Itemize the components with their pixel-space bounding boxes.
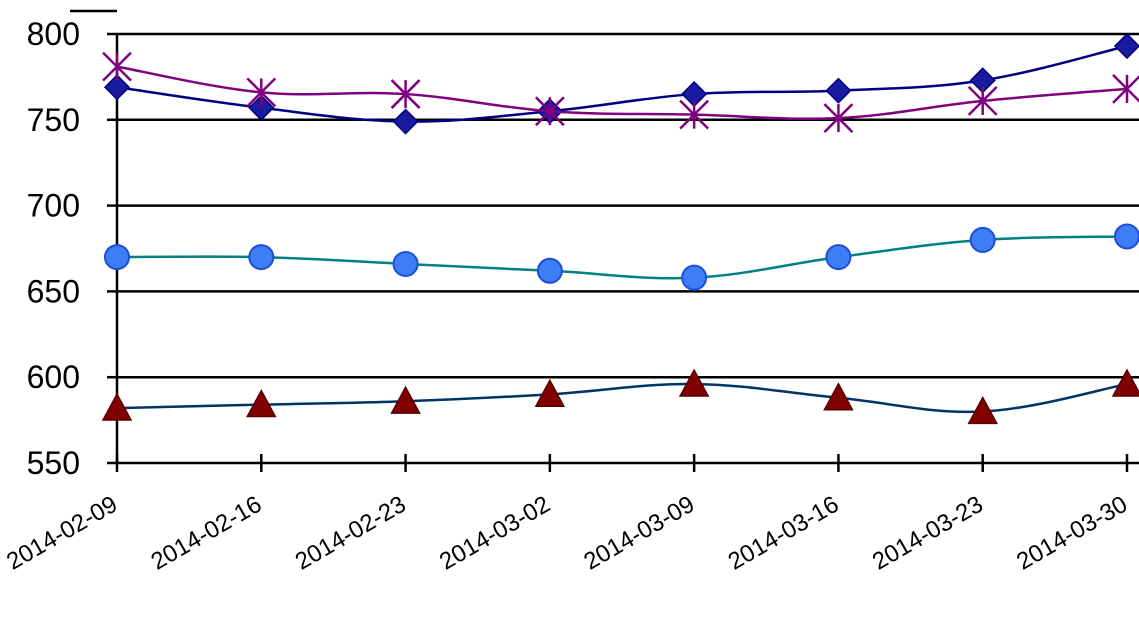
y-tick-label: 750 (27, 102, 80, 138)
data-point-triangle (823, 382, 854, 411)
data-point-asterisk (102, 51, 132, 82)
y-tick-label: 550 (27, 445, 80, 481)
gridlines (117, 32, 1139, 379)
series-2 (102, 51, 1139, 133)
series-line (116, 235, 1128, 280)
data-point-asterisk (823, 103, 854, 133)
data-point-diamond (103, 74, 131, 101)
x-tick-label: 2014-02-09 (2, 491, 122, 576)
data-point-triangle (534, 378, 566, 408)
series-line (116, 44, 1128, 123)
x-tick-label: 2014-02-23 (291, 491, 411, 576)
series-line (116, 65, 1128, 121)
data-point-triangle (967, 395, 998, 425)
data-point-circle (392, 250, 419, 277)
y-tick-label: 600 (27, 359, 80, 395)
data-point-triangle (1111, 368, 1139, 397)
x-tick-label: 2014-02-16 (146, 491, 266, 576)
series-4 (101, 368, 1139, 425)
data-point-diamond (392, 108, 419, 135)
series-layer (101, 32, 1139, 425)
data-point-diamond (1113, 32, 1139, 60)
data-point-circle (1114, 223, 1139, 250)
data-point-triangle (678, 368, 710, 397)
asterisk-stroke (534, 96, 565, 127)
data-point-asterisk (679, 99, 710, 130)
y-tick-label: 800 (27, 16, 80, 52)
data-point-circle (248, 244, 275, 271)
series-3 (104, 223, 1139, 291)
y-tick-label: 650 (27, 273, 80, 309)
asterisk-stroke (102, 51, 132, 82)
data-point-circle (104, 244, 130, 271)
data-point-triangle (390, 385, 421, 414)
asterisk-stroke (823, 103, 854, 133)
asterisk-stroke (390, 79, 421, 109)
data-point-asterisk (390, 79, 421, 109)
data-point-diamond (248, 94, 275, 121)
asterisk-stroke (679, 99, 710, 130)
data-point-circle (681, 264, 708, 291)
asterisk-stroke (967, 86, 998, 116)
asterisk-stroke (1112, 75, 1139, 104)
data-point-asterisk (1112, 74, 1139, 104)
data-point-circle (536, 257, 563, 284)
data-point-asterisk (967, 86, 998, 116)
x-tick-label: 2014-03-30 (1012, 491, 1132, 576)
x-tick-label: 2014-03-16 (724, 491, 844, 576)
data-point-circle (825, 244, 852, 271)
y-tick-label: 700 (27, 188, 80, 224)
x-tick-label: 2014-03-02 (435, 491, 555, 576)
x-tick-label: 2014-03-09 (579, 491, 699, 576)
data-point-triangle (246, 389, 277, 418)
asterisk-stroke (246, 77, 277, 108)
data-point-circle (969, 226, 996, 253)
x-tick-label: 2014-03-23 (868, 491, 988, 576)
data-point-diamond (825, 77, 852, 104)
data-point-triangle (101, 392, 133, 421)
series-line (116, 382, 1128, 414)
data-point-asterisk (534, 96, 565, 127)
data-point-asterisk (246, 77, 277, 108)
tick-labels: 550 600 650 700 750 800 2014-02-09 2014-02-16 20… (2, 16, 1132, 576)
